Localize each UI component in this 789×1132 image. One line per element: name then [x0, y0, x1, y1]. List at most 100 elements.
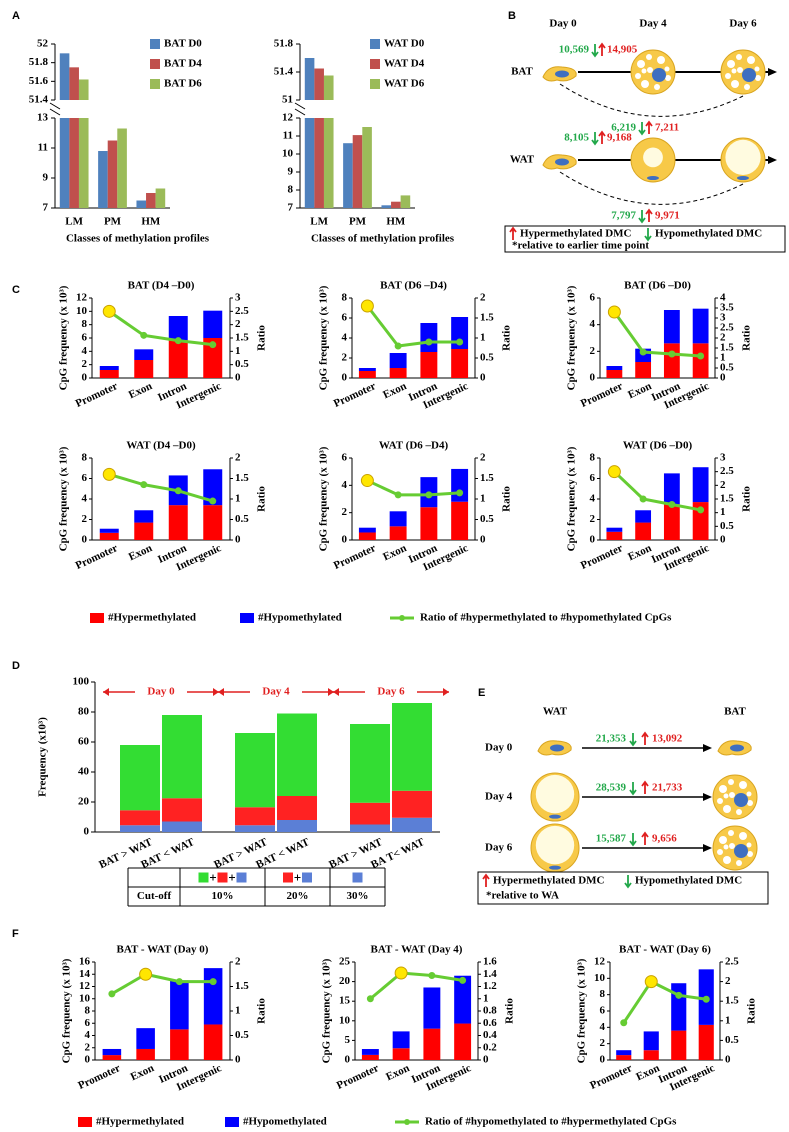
droplet	[717, 849, 723, 855]
bar-segment	[643, 1031, 659, 1051]
ratio-point	[620, 1019, 628, 1027]
bar-segment	[392, 817, 432, 832]
y-tick-label: 51.8	[29, 56, 49, 68]
y-tick-label: 14	[79, 968, 91, 980]
ratio-point-highlight	[394, 966, 408, 980]
y2-tick-label: 1.5	[720, 493, 734, 505]
y-tick-label: 4	[590, 318, 596, 330]
y2-tick-label: 0	[480, 372, 486, 384]
nucleus	[550, 744, 564, 752]
bar-segment	[235, 825, 275, 832]
ratio-point-highlight	[360, 299, 374, 313]
chart-title: BAT - WAT (Day 4)	[371, 944, 463, 956]
bar-segment	[350, 802, 390, 825]
bar	[400, 195, 411, 208]
y-axis-label: CpG frequency (x 10³)	[58, 446, 70, 551]
y2-tick-label: 1.6	[483, 956, 497, 968]
x-tick-label: HM	[141, 216, 161, 228]
droplet	[731, 80, 739, 88]
hypo-count: 21,353	[596, 733, 627, 745]
y-axis-label: CpG frequency (x 10³)	[321, 958, 333, 1063]
y-tick-label: 6	[342, 312, 348, 324]
y-tick-label: 4	[82, 493, 88, 505]
legend-swatch	[78, 1117, 92, 1127]
table-icon	[352, 872, 363, 883]
y2-axis-label: Ratio	[504, 998, 516, 1024]
y-tick-label: 51.4	[274, 66, 294, 78]
chart-title: BAT (D6 –D4)	[380, 280, 447, 292]
bar-segment	[698, 1024, 714, 1060]
bar-segment	[616, 1050, 632, 1056]
legend-label: #Hypomethylated	[258, 612, 342, 624]
hypo-count: 28,539	[596, 782, 627, 794]
droplet	[728, 779, 734, 785]
hyper-count: 13,092	[652, 733, 683, 745]
bar-segment	[99, 366, 119, 370]
bar-segment	[635, 522, 652, 540]
bar-segment	[389, 526, 407, 540]
axis-break	[49, 108, 61, 116]
up-arrow	[482, 873, 490, 887]
table-icon	[302, 872, 312, 883]
y-tick-label: 0	[345, 1054, 351, 1066]
up-arrow	[598, 130, 606, 144]
bar-segment	[692, 343, 709, 378]
hyper-count: 14,905	[607, 44, 638, 56]
droplet	[728, 830, 734, 836]
y2-tick-label: 2	[725, 975, 731, 987]
y-tick-label: 2	[590, 345, 596, 357]
droplet	[723, 793, 729, 799]
droplet	[736, 860, 742, 866]
dashed-link	[559, 83, 744, 117]
legend-label: #Hypermethylated	[108, 612, 196, 624]
droplet	[739, 832, 747, 840]
ratio-line	[369, 971, 463, 1000]
bar-segment	[358, 532, 376, 540]
bar-segment	[692, 502, 709, 540]
y2-tick-label: 1.5	[235, 332, 249, 344]
row-label: BAT	[511, 66, 533, 78]
y2-tick-label: 0.8	[483, 1005, 497, 1017]
y2-tick-label: 1	[235, 1005, 241, 1017]
bar	[314, 68, 324, 100]
y-tick-label: 2	[82, 358, 88, 370]
bar	[155, 188, 166, 208]
y2-tick-label: 0	[483, 1054, 489, 1066]
bar	[136, 200, 147, 208]
y2-tick-label: 0.5	[480, 352, 494, 364]
droplet	[747, 56, 755, 64]
bar-segment	[358, 368, 376, 371]
bar-segment	[99, 370, 119, 378]
x-tick-label: Promoter	[588, 1062, 634, 1092]
x-tick-label: Exon	[381, 380, 408, 401]
bar	[78, 118, 89, 208]
y-axis-label: CpG frequency (x 10³)	[576, 958, 588, 1063]
y2-tick-label: 0	[480, 534, 486, 546]
legend-label: Ratio of #hypomethylated to #hypermethyl…	[425, 1116, 677, 1128]
y-tick-label: 20	[78, 796, 90, 808]
up-arrow	[509, 226, 517, 240]
row-label: WAT	[510, 154, 535, 166]
y-axis-label: CpG frequency (x 10³)	[61, 958, 73, 1063]
hypo-count: 8,105	[564, 132, 589, 144]
legend-label: BAT D4	[164, 58, 202, 70]
legend-swatch	[90, 613, 104, 623]
chart-title: BAT (D6 –D0)	[624, 280, 691, 292]
y2-tick-label: 0.5	[235, 358, 249, 370]
y2-tick-label: 1	[480, 332, 486, 344]
y-tick-label: 51.4	[29, 94, 49, 106]
y-tick-label: 4	[85, 1029, 91, 1041]
y2-tick-label: 3	[720, 312, 726, 324]
nucleus	[652, 68, 666, 82]
droplet	[736, 54, 742, 60]
ratio-point	[639, 495, 647, 503]
y2-tick-label: 2	[720, 332, 726, 344]
bar-segment	[389, 368, 407, 378]
chart-title: WAT (D4 –D0)	[126, 440, 196, 452]
bar-segment	[203, 469, 223, 506]
down-arrow	[638, 122, 646, 136]
droplet	[755, 75, 761, 81]
legend-note: *relative to earlier time point	[512, 240, 649, 252]
bar-segment	[203, 1024, 223, 1060]
y-tick-label: 2	[342, 352, 348, 364]
